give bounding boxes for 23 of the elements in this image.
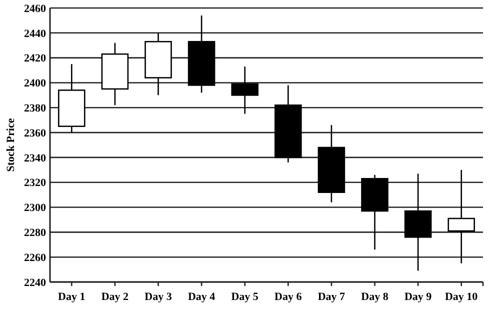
x-tick-label: Day 5 <box>231 291 259 303</box>
y-tick-label: 2320 <box>24 177 46 190</box>
y-tick-label: 2260 <box>24 252 46 264</box>
y-axis-title: Stock Price <box>5 118 17 172</box>
y-tick-label: 2400 <box>24 78 46 90</box>
y-tick-label: 2300 <box>24 202 46 214</box>
x-tick-label: Day 2 <box>101 291 130 303</box>
y-tick-label: 2380 <box>24 102 46 114</box>
x-tick-label: Day 6 <box>274 291 302 303</box>
y-tick-label: 2280 <box>24 227 46 240</box>
x-tick-label: Day 3 <box>144 291 172 303</box>
y-tick-label: 2340 <box>24 152 46 164</box>
y-tick-label: 2420 <box>24 52 46 65</box>
x-tick-label: Day 10 <box>445 291 478 303</box>
y-tick-label: 2240 <box>24 276 46 289</box>
y-tick-label: 2460 <box>24 2 46 15</box>
x-tick-label: Day 8 <box>361 291 389 303</box>
x-tick-label: Day 1 <box>58 291 86 303</box>
x-tick-label: Day 9 <box>404 291 432 303</box>
x-tick-label: Day 4 <box>188 291 216 303</box>
y-tick-label: 2440 <box>24 28 46 40</box>
x-tick-label: Day 7 <box>318 291 346 303</box>
y-tick-label: 2360 <box>24 127 46 140</box>
